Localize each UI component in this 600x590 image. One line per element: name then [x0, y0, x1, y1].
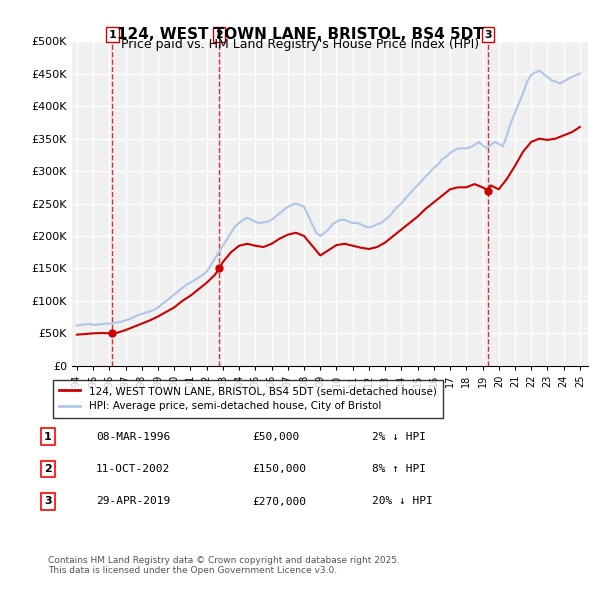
- Text: £270,000: £270,000: [252, 497, 306, 506]
- Text: 8% ↑ HPI: 8% ↑ HPI: [372, 464, 426, 474]
- Text: Contains HM Land Registry data © Crown copyright and database right 2025.
This d: Contains HM Land Registry data © Crown c…: [48, 556, 400, 575]
- Text: 2: 2: [44, 464, 52, 474]
- Text: 11-OCT-2002: 11-OCT-2002: [96, 464, 170, 474]
- Legend: 124, WEST TOWN LANE, BRISTOL, BS4 5DT (semi-detached house), HPI: Average price,: 124, WEST TOWN LANE, BRISTOL, BS4 5DT (s…: [53, 380, 443, 418]
- Text: 124, WEST TOWN LANE, BRISTOL, BS4 5DT: 124, WEST TOWN LANE, BRISTOL, BS4 5DT: [116, 27, 484, 41]
- Text: 3: 3: [484, 30, 491, 40]
- Text: 2: 2: [215, 30, 223, 40]
- Text: Price paid vs. HM Land Registry's House Price Index (HPI): Price paid vs. HM Land Registry's House …: [121, 38, 479, 51]
- Text: 3: 3: [44, 497, 52, 506]
- Text: 08-MAR-1996: 08-MAR-1996: [96, 432, 170, 441]
- Text: 29-APR-2019: 29-APR-2019: [96, 497, 170, 506]
- Text: 2% ↓ HPI: 2% ↓ HPI: [372, 432, 426, 441]
- Text: £50,000: £50,000: [252, 432, 299, 441]
- Text: 20% ↓ HPI: 20% ↓ HPI: [372, 497, 433, 506]
- Text: £150,000: £150,000: [252, 464, 306, 474]
- Text: 1: 1: [109, 30, 116, 40]
- Text: 1: 1: [44, 432, 52, 441]
